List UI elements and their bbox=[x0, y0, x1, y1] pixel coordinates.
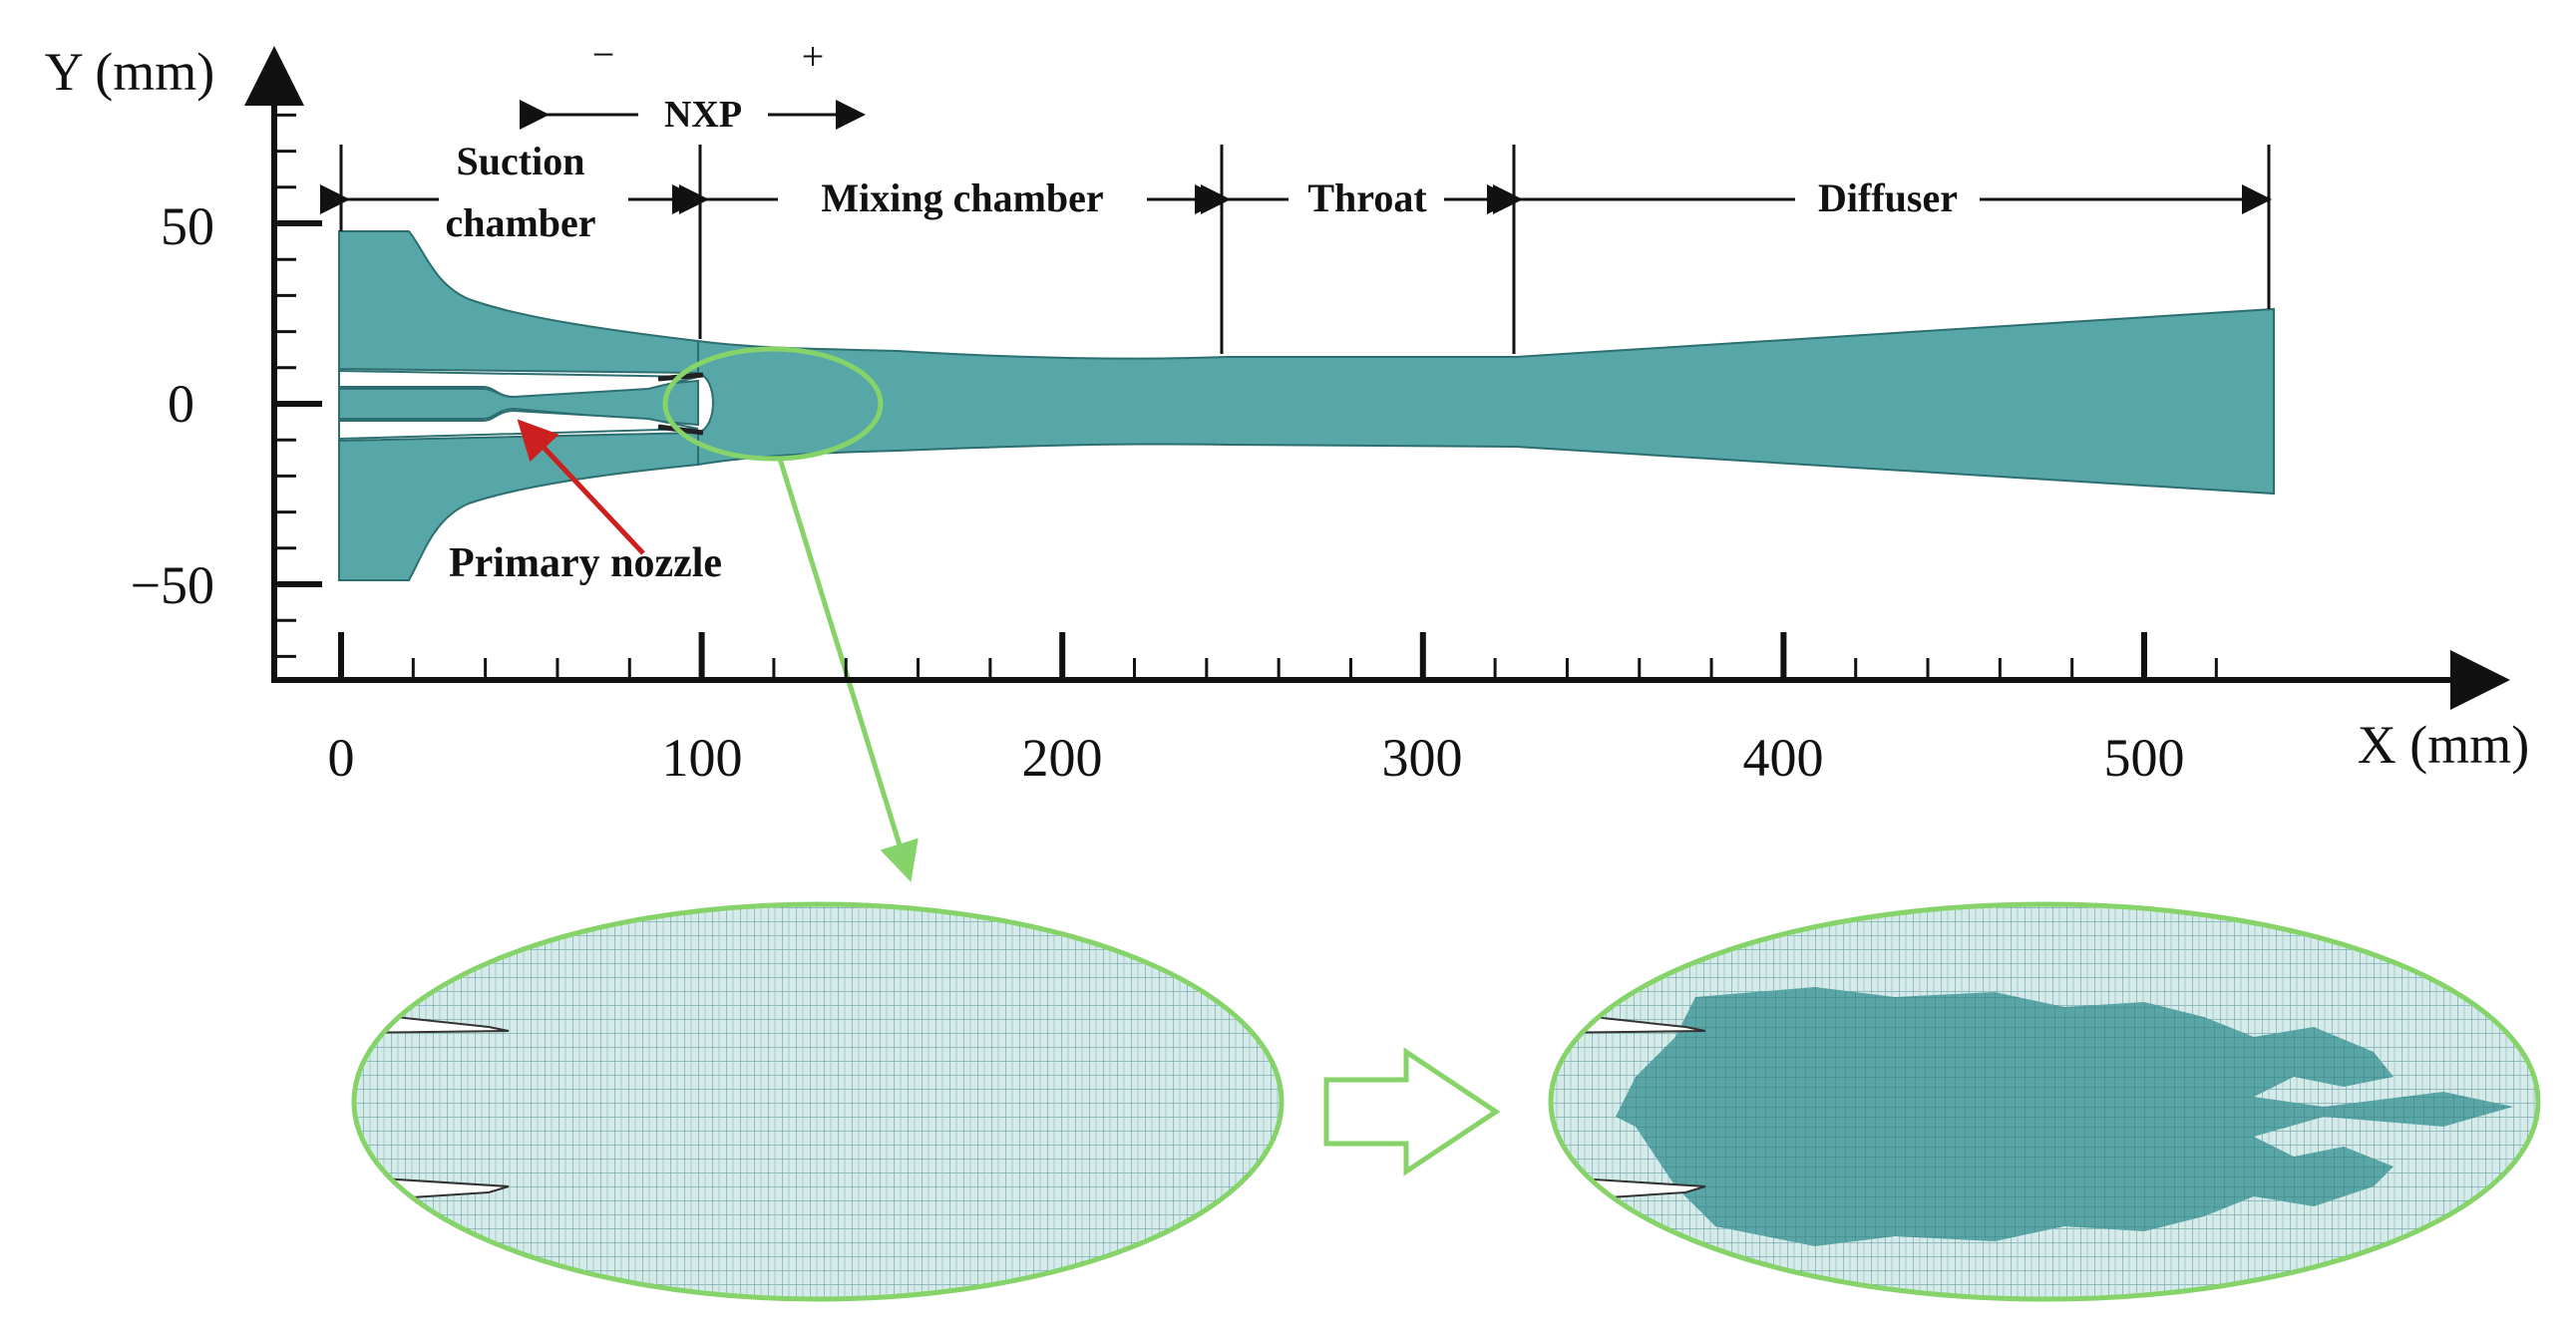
zoom-region-highlight bbox=[662, 346, 884, 462]
nxp-label: NXP bbox=[664, 94, 742, 136]
y-axis-label: Y (mm) bbox=[45, 42, 214, 102]
section-labels: Suction chamber Mixing chamber Throat Di… bbox=[445, 32, 1958, 586]
mixing-label: Mixing chamber bbox=[821, 175, 1103, 220]
suction-chamber-lower bbox=[338, 431, 699, 581]
refined-mesh-region bbox=[1616, 987, 2513, 1246]
x-tick-label-100: 100 bbox=[662, 728, 743, 788]
zoom-ellipse-after bbox=[1548, 901, 2541, 1302]
suction-label-line1: Suction bbox=[457, 139, 585, 183]
x-tick-label-500: 500 bbox=[2104, 728, 2185, 788]
nxp-minus: − bbox=[592, 32, 615, 77]
throat-label: Throat bbox=[1307, 175, 1427, 220]
x-tick-label-200: 200 bbox=[1022, 728, 1103, 788]
dimension-arrows bbox=[320, 100, 2272, 214]
primary-nozzle-pointer bbox=[517, 419, 645, 555]
y-tick-marks bbox=[274, 113, 322, 658]
x-axis-label: X (mm) bbox=[2358, 715, 2529, 775]
suction-passage-upper bbox=[338, 369, 699, 399]
x-tick-marks bbox=[338, 632, 2218, 680]
axes: Y (mm) X (mm) 50 0 −50 0 100 200 300 400… bbox=[45, 42, 2529, 788]
ejector-domain bbox=[338, 230, 2275, 581]
primary-nozzle-label: Primary nozzle bbox=[449, 540, 722, 586]
transition-arrow-icon bbox=[1323, 1047, 1501, 1176]
y-tick-label-0: 0 bbox=[168, 374, 194, 434]
mesh-zoom-before bbox=[351, 901, 1285, 1302]
zoom-ellipse-before bbox=[351, 901, 1285, 1302]
mesh-grid-before bbox=[354, 904, 1282, 1299]
x-tick-label-400: 400 bbox=[1743, 728, 1824, 788]
suction-chamber-upper bbox=[338, 230, 699, 375]
x-tick-label-300: 300 bbox=[1382, 728, 1463, 788]
section-dividers bbox=[339, 145, 2271, 354]
nxp-plus: + bbox=[802, 34, 825, 79]
mixing-throat-diffuser bbox=[697, 307, 2275, 496]
suction-label-line2: chamber bbox=[445, 200, 595, 245]
y-tick-label-minus-50: −50 bbox=[131, 555, 214, 615]
diffuser-label: Diffuser bbox=[1818, 175, 1958, 220]
y-tick-label-50: 50 bbox=[161, 196, 214, 256]
mesh-zoom-after bbox=[1548, 901, 2541, 1302]
x-tick-label-0: 0 bbox=[328, 728, 355, 788]
